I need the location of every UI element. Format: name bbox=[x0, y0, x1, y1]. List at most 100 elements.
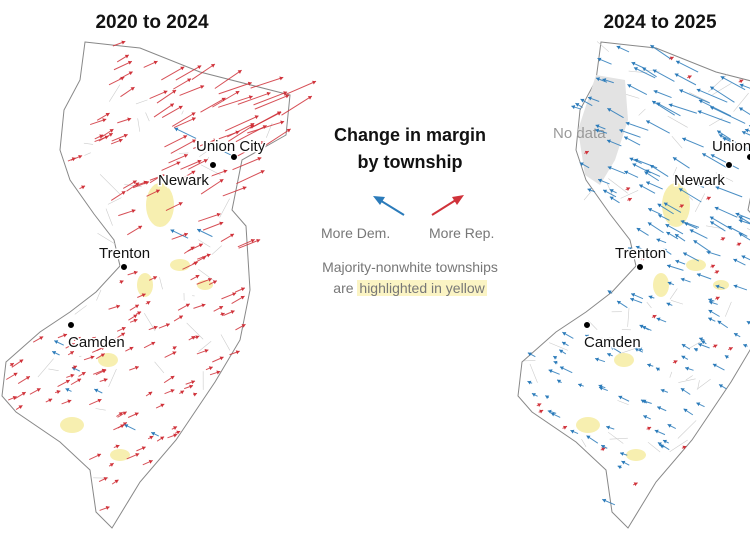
shift-arrow-head bbox=[67, 399, 72, 404]
shift-arrow-head bbox=[680, 277, 685, 282]
shift-arrow-head bbox=[710, 154, 715, 158]
shift-arrow-head bbox=[148, 459, 153, 464]
shift-arrow-head bbox=[739, 83, 744, 88]
shift-arrow-head bbox=[133, 314, 138, 319]
shift-arrow-head bbox=[744, 128, 749, 133]
shift-arrow bbox=[727, 225, 748, 237]
shift-arrow-head bbox=[601, 444, 606, 449]
shift-arrow-head bbox=[153, 276, 158, 280]
shift-arrow-head bbox=[18, 405, 23, 409]
shift-arrow-head bbox=[193, 392, 198, 397]
shift-arrow-head bbox=[531, 393, 536, 397]
shift-arrow bbox=[715, 186, 743, 198]
shift-arrow-head bbox=[539, 409, 544, 414]
shift-arrow-head bbox=[601, 447, 606, 452]
legend-note: Majority-nonwhite townships are highligh… bbox=[290, 257, 530, 299]
shift-arrow-head bbox=[220, 312, 225, 317]
shift-arrow-head bbox=[133, 318, 138, 323]
shift-arrow bbox=[738, 107, 750, 116]
shift-arrow-head bbox=[127, 117, 132, 122]
shift-arrow bbox=[173, 78, 192, 90]
shift-arrow-head bbox=[173, 433, 178, 438]
shift-arrow-head bbox=[123, 133, 128, 138]
shift-arrow-head bbox=[609, 189, 614, 193]
shift-arrow bbox=[709, 106, 746, 124]
shift-arrow-head bbox=[660, 388, 665, 393]
shift-arrow-head bbox=[99, 134, 104, 139]
shift-arrow-head bbox=[693, 347, 698, 352]
shift-arrow-head bbox=[571, 105, 576, 110]
shift-arrow-head bbox=[138, 225, 143, 230]
shift-arrow bbox=[634, 158, 658, 169]
shift-arrow-head bbox=[715, 284, 720, 289]
shift-arrow-head bbox=[285, 94, 290, 99]
map-title: 2020 to 2024 bbox=[95, 12, 208, 33]
shift-arrow-head bbox=[639, 184, 644, 189]
shift-arrow-head bbox=[149, 435, 154, 440]
township-border bbox=[549, 342, 568, 351]
shift-arrow-head bbox=[547, 409, 552, 414]
shift-arrow-head bbox=[230, 233, 235, 238]
shift-arrow-head bbox=[232, 292, 237, 297]
shift-arrow bbox=[214, 69, 242, 89]
shift-arrow-head bbox=[81, 185, 86, 190]
shift-arrow-head bbox=[735, 212, 740, 217]
shift-arrow-head bbox=[647, 222, 652, 227]
city-dot bbox=[120, 263, 128, 271]
shift-arrow-head bbox=[741, 130, 746, 135]
shift-arrow bbox=[222, 186, 247, 197]
township-border bbox=[669, 371, 673, 378]
shift-arrow bbox=[716, 130, 747, 150]
shift-arrow-head bbox=[537, 403, 542, 407]
shift-arrow-head bbox=[668, 103, 673, 108]
nonwhite-area bbox=[98, 353, 118, 367]
shift-arrow-head bbox=[667, 424, 672, 428]
shift-arrow-head bbox=[706, 196, 711, 201]
township-border bbox=[669, 439, 688, 453]
shift-arrow-head bbox=[102, 118, 107, 123]
shift-arrow-head bbox=[570, 429, 575, 434]
shift-arrow-head bbox=[710, 106, 715, 111]
shift-arrow-head bbox=[609, 196, 614, 201]
shift-arrow-head bbox=[597, 57, 602, 62]
shift-arrow-head bbox=[70, 343, 75, 347]
shift-arrow-head bbox=[132, 180, 137, 185]
note-line: are highlighted in yellow bbox=[290, 278, 530, 299]
shift-arrow-head bbox=[685, 366, 690, 371]
shift-arrow-head bbox=[135, 453, 140, 457]
shift-arrow-head bbox=[221, 97, 226, 102]
shift-arrow bbox=[170, 139, 197, 154]
shift-arrow-head bbox=[607, 290, 612, 295]
shift-arrow-head bbox=[69, 351, 74, 355]
township-border bbox=[715, 172, 734, 182]
shift-arrow-head bbox=[741, 255, 746, 260]
shift-arrow-head bbox=[109, 129, 114, 133]
shift-arrow-head bbox=[717, 130, 722, 135]
shift-arrow-head bbox=[708, 300, 713, 305]
shift-arrow-head bbox=[733, 333, 738, 337]
shift-arrow bbox=[738, 219, 750, 225]
shift-arrow-head bbox=[219, 356, 224, 361]
shift-arrow bbox=[741, 131, 750, 136]
shift-arrow-head bbox=[634, 158, 639, 163]
shift-arrow-head bbox=[70, 373, 75, 378]
nonwhite-area bbox=[146, 183, 174, 227]
shift-arrow-head bbox=[619, 128, 624, 133]
shift-arrow-head bbox=[587, 96, 592, 101]
shift-arrow bbox=[652, 69, 675, 82]
shift-arrow bbox=[164, 135, 188, 148]
shift-arrow-head bbox=[607, 108, 612, 112]
shift-arrow-head bbox=[675, 259, 680, 264]
shift-arrow-head bbox=[71, 157, 76, 162]
shift-arrow-head bbox=[658, 214, 663, 218]
note-text: are bbox=[333, 280, 358, 296]
township-border bbox=[596, 41, 609, 52]
township-border bbox=[198, 341, 212, 352]
shift-arrow-head bbox=[151, 432, 156, 436]
shift-arrow-head bbox=[696, 273, 701, 277]
shift-arrow bbox=[714, 206, 738, 218]
shift-arrow-head bbox=[122, 422, 127, 426]
shift-arrow bbox=[191, 63, 216, 80]
township-border bbox=[607, 431, 624, 444]
city-label: Union City bbox=[196, 138, 266, 155]
